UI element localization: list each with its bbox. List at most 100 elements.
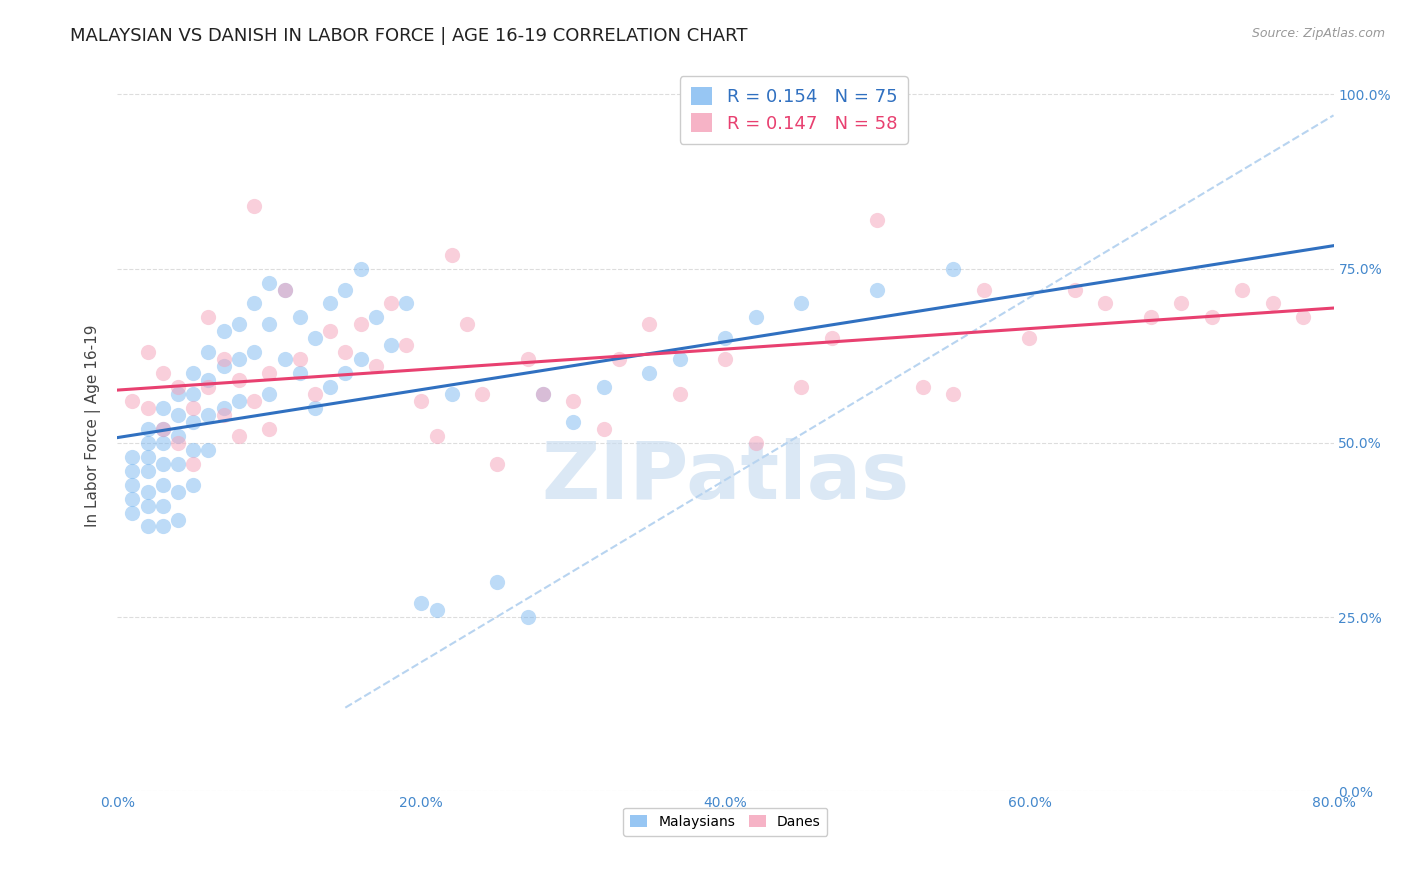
Point — [259, 366, 281, 380]
Point — [319, 324, 342, 338]
Point — [181, 477, 204, 491]
Point — [411, 394, 433, 409]
Point — [167, 429, 190, 443]
Point — [181, 387, 204, 401]
Point — [212, 408, 235, 422]
Point — [790, 296, 813, 310]
Point — [516, 352, 538, 367]
Point — [592, 380, 614, 394]
Point — [212, 352, 235, 367]
Point — [197, 380, 219, 394]
Point — [197, 408, 219, 422]
Text: Source: ZipAtlas.com: Source: ZipAtlas.com — [1251, 27, 1385, 40]
Point — [197, 442, 219, 457]
Point — [152, 477, 174, 491]
Point — [228, 394, 250, 409]
Point — [821, 331, 844, 345]
Point — [136, 499, 159, 513]
Point — [167, 435, 190, 450]
Point — [1064, 283, 1087, 297]
Point — [395, 296, 418, 310]
Point — [411, 596, 433, 610]
Point — [319, 296, 342, 310]
Point — [973, 283, 995, 297]
Point — [486, 575, 509, 590]
Point — [380, 296, 402, 310]
Point — [181, 366, 204, 380]
Point — [866, 212, 889, 227]
Point — [335, 366, 357, 380]
Point — [136, 345, 159, 359]
Point — [243, 394, 266, 409]
Point — [562, 394, 585, 409]
Point — [181, 415, 204, 429]
Point — [243, 199, 266, 213]
Text: ZIPatlas: ZIPatlas — [541, 438, 910, 516]
Point — [942, 261, 965, 276]
Point — [121, 477, 143, 491]
Point — [1232, 283, 1254, 297]
Point — [136, 484, 159, 499]
Point — [335, 345, 357, 359]
Point — [121, 394, 143, 409]
Point — [592, 422, 614, 436]
Point — [304, 387, 326, 401]
Point — [288, 366, 311, 380]
Point — [228, 352, 250, 367]
Point — [714, 331, 737, 345]
Point — [349, 318, 371, 332]
Point — [273, 352, 295, 367]
Point — [1292, 310, 1315, 325]
Point — [425, 603, 447, 617]
Point — [152, 435, 174, 450]
Point — [288, 310, 311, 325]
Point — [167, 484, 190, 499]
Point — [456, 318, 478, 332]
Point — [152, 457, 174, 471]
Point — [1201, 310, 1223, 325]
Point — [607, 352, 630, 367]
Point — [1018, 331, 1040, 345]
Point — [152, 366, 174, 380]
Point — [152, 422, 174, 436]
Point — [212, 401, 235, 415]
Point — [167, 408, 190, 422]
Point — [1170, 296, 1192, 310]
Point — [228, 429, 250, 443]
Point — [167, 380, 190, 394]
Point — [136, 401, 159, 415]
Point — [319, 380, 342, 394]
Point — [562, 415, 585, 429]
Point — [395, 338, 418, 352]
Point — [228, 318, 250, 332]
Y-axis label: In Labor Force | Age 16-19: In Labor Force | Age 16-19 — [86, 324, 101, 526]
Point — [273, 283, 295, 297]
Point — [486, 457, 509, 471]
Point — [136, 435, 159, 450]
Point — [152, 401, 174, 415]
Point — [121, 450, 143, 464]
Point — [121, 464, 143, 478]
Point — [152, 499, 174, 513]
Point — [364, 310, 387, 325]
Point — [440, 387, 463, 401]
Point — [349, 352, 371, 367]
Point — [181, 442, 204, 457]
Point — [259, 387, 281, 401]
Point — [440, 248, 463, 262]
Point — [745, 435, 768, 450]
Point — [212, 324, 235, 338]
Point — [121, 506, 143, 520]
Point — [136, 519, 159, 533]
Point — [349, 261, 371, 276]
Point — [259, 276, 281, 290]
Point — [866, 283, 889, 297]
Point — [197, 373, 219, 387]
Point — [335, 283, 357, 297]
Point — [259, 422, 281, 436]
Point — [152, 519, 174, 533]
Point — [531, 387, 554, 401]
Point — [380, 338, 402, 352]
Point — [668, 387, 690, 401]
Point — [121, 491, 143, 506]
